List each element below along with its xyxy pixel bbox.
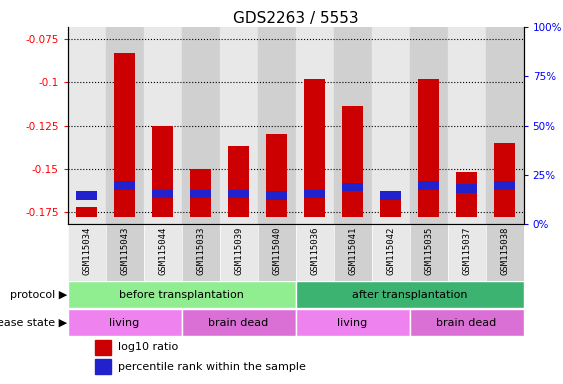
Bar [380, 191, 401, 200]
Bar [380, 191, 401, 217]
Bar [106, 27, 144, 224]
Text: living: living [337, 318, 368, 328]
Bar [95, 359, 111, 374]
Bar [258, 27, 296, 224]
Text: after transplantation: after transplantation [352, 290, 467, 300]
Bar [190, 190, 211, 198]
Text: GSM115040: GSM115040 [272, 227, 281, 275]
Text: GSM115034: GSM115034 [82, 227, 91, 275]
Text: GSM115039: GSM115039 [234, 227, 243, 275]
Bar [418, 79, 439, 217]
Text: protocol ▶: protocol ▶ [10, 290, 68, 300]
Bar [181, 27, 220, 224]
Bar [296, 281, 524, 308]
Text: GSM115035: GSM115035 [424, 227, 433, 275]
Bar [333, 224, 372, 280]
Bar [372, 224, 409, 280]
Text: GSM115037: GSM115037 [462, 227, 471, 275]
Bar [296, 309, 410, 336]
Text: GSM115033: GSM115033 [196, 227, 205, 275]
Bar [410, 309, 524, 336]
Text: log10 ratio: log10 ratio [118, 342, 178, 352]
Bar [418, 181, 439, 190]
Bar [296, 27, 333, 224]
Bar [68, 224, 106, 280]
Bar [456, 172, 477, 217]
Text: GSM115042: GSM115042 [386, 227, 395, 275]
Bar [342, 106, 363, 217]
Bar [68, 281, 296, 308]
Bar [144, 27, 181, 224]
Bar [448, 224, 485, 280]
Text: brain dead: brain dead [436, 318, 497, 328]
Text: GSM115044: GSM115044 [158, 227, 167, 275]
Bar [296, 224, 333, 280]
Bar [410, 27, 448, 224]
Text: GSM115038: GSM115038 [500, 227, 509, 275]
Bar [152, 126, 173, 217]
Bar [342, 183, 363, 191]
Bar [144, 224, 181, 280]
Text: GSM115043: GSM115043 [120, 227, 129, 275]
Bar [68, 309, 181, 336]
Bar [485, 224, 524, 280]
Bar [152, 190, 173, 198]
Bar [106, 224, 144, 280]
Text: GSM115036: GSM115036 [310, 227, 319, 275]
Bar [410, 224, 448, 280]
Text: before transplantation: before transplantation [119, 290, 244, 300]
Bar [228, 190, 249, 198]
Title: GDS2263 / 5553: GDS2263 / 5553 [233, 11, 359, 26]
Bar [266, 134, 287, 217]
Bar [456, 184, 477, 193]
Bar [68, 27, 106, 224]
Bar [494, 143, 515, 217]
Bar [114, 181, 135, 190]
Bar [333, 27, 372, 224]
Bar [266, 191, 287, 200]
Bar [258, 224, 296, 280]
Text: brain dead: brain dead [208, 318, 269, 328]
Text: percentile rank within the sample: percentile rank within the sample [118, 362, 306, 372]
Bar [76, 191, 97, 200]
Bar [190, 169, 211, 217]
Bar [372, 27, 409, 224]
Bar [228, 146, 249, 217]
Bar [114, 53, 135, 217]
Bar [181, 224, 220, 280]
Text: disease state ▶: disease state ▶ [0, 318, 68, 328]
Bar [181, 309, 296, 336]
Bar [485, 27, 524, 224]
Bar [95, 339, 111, 354]
Bar [220, 27, 258, 224]
Bar [76, 207, 97, 217]
Bar [494, 181, 515, 190]
Bar [304, 190, 325, 198]
Text: GSM115041: GSM115041 [348, 227, 357, 275]
Bar [448, 27, 485, 224]
Text: living: living [109, 318, 140, 328]
Bar [304, 79, 325, 217]
Bar [220, 224, 258, 280]
